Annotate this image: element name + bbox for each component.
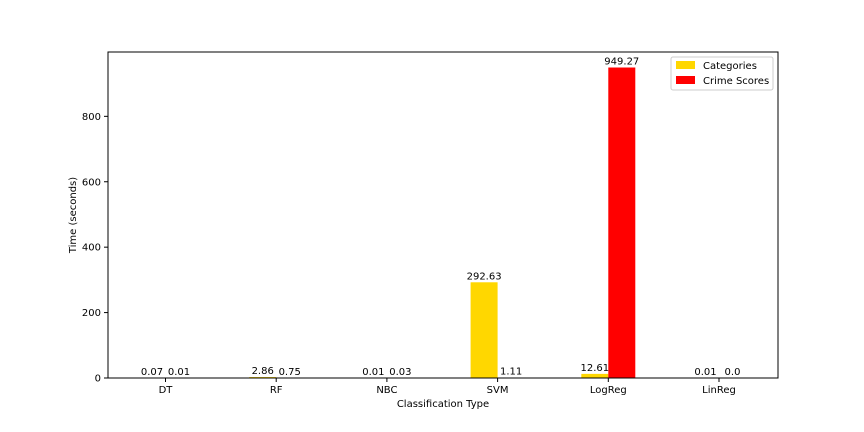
y-tick-label-600: 600 (82, 177, 101, 188)
x-tick-label-rf: RF (270, 385, 283, 396)
data-label-categories-rf: 2.86 (252, 366, 274, 377)
data-label-categories-dt: 0.07 (141, 367, 163, 378)
data-label-crime-scores-logreg: 949.27 (604, 57, 639, 68)
y-tick-label-400: 400 (82, 243, 101, 254)
data-label-crime-scores-svm: 1.11 (500, 367, 522, 378)
legend-label-categories: Categories (703, 61, 757, 72)
y-tick-label-0: 0 (95, 374, 101, 385)
y-tick-label-800: 800 (82, 112, 101, 123)
x-axis: DT RF NBC SVM LogReg LinReg (159, 378, 736, 396)
data-label-categories-nbc: 0.01 (362, 367, 384, 378)
legend: Categories Crime Scores (670, 56, 774, 91)
data-label-crime-scores-dt: 0.01 (168, 367, 190, 378)
legend-box (670, 56, 774, 91)
data-label-crime-scores-nbc: 0.03 (389, 367, 411, 378)
x-tick-label-dt: DT (159, 385, 174, 396)
legend-swatch-crime-scores (676, 76, 695, 84)
legend-label-crime-scores: Crime Scores (703, 76, 769, 87)
bar-categories-logreg (581, 373, 609, 378)
bar-categories-svm (470, 282, 498, 378)
data-labels-layer: 0.07 0.01 2.86 0.75 0.01 0.03 292.63 1.11 12.61 9… (141, 57, 741, 378)
data-label-crime-scores-linreg: 0.0 (725, 367, 741, 378)
x-tick-label-linreg: LinReg (702, 385, 736, 396)
y-axis-title: Time (seconds) (68, 177, 79, 254)
plot-frame (107, 51, 779, 379)
bars-layer (138, 67, 719, 379)
data-label-categories-linreg: 0.01 (694, 367, 716, 378)
x-axis-title: Classification Type (397, 399, 489, 410)
y-tick-label-200: 200 (82, 308, 101, 319)
y-axis: 0 200 400 600 800 (82, 112, 108, 385)
data-label-crime-scores-rf: 0.75 (279, 367, 301, 378)
bar-crime-scores-logreg (608, 67, 636, 379)
legend-swatch-categories (676, 61, 695, 69)
data-label-categories-logreg: 12.61 (580, 363, 609, 374)
x-tick-label-logreg: LogReg (590, 385, 627, 396)
x-tick-label-nbc: NBC (376, 385, 397, 396)
data-label-categories-svm: 292.63 (467, 271, 502, 282)
x-tick-label-svm: SVM (487, 385, 509, 396)
